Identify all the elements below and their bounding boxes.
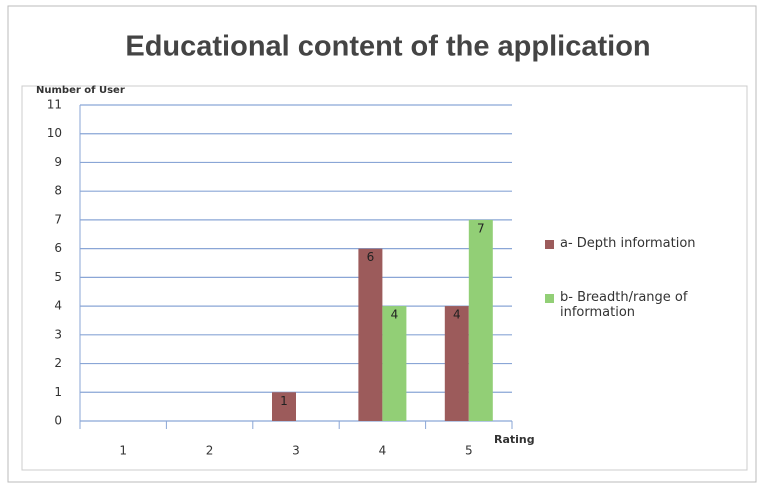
y-tick-label: 5 (54, 270, 62, 284)
data-label: 6 (367, 250, 375, 264)
data-label: 1 (280, 394, 288, 408)
y-tick-label: 2 (54, 356, 62, 370)
y-tick-label: 9 (54, 155, 62, 169)
legend-label: a- Depth information (560, 236, 696, 251)
y-tick-label: 6 (54, 241, 62, 255)
bar (272, 392, 296, 421)
x-tick-label: 4 (379, 444, 387, 458)
bar (468, 219, 493, 421)
legend-label: b- Breadth/range of information (560, 290, 688, 320)
y-tick-label: 11 (47, 98, 62, 112)
chart-title: Educational content of the application (125, 31, 650, 63)
y-tick-label: 10 (47, 126, 62, 140)
x-tick-label: 3 (292, 444, 300, 458)
data-label: 4 (391, 308, 399, 322)
y-tick-label: 8 (54, 184, 62, 198)
data-label: 4 (453, 308, 461, 322)
y-tick-label: 1 (54, 385, 62, 399)
data-label: 7 (477, 221, 485, 235)
y-tick-label: 0 (54, 414, 62, 428)
legend-swatch (545, 294, 554, 303)
y-tick-label: 4 (54, 299, 62, 313)
legend-item: a- Depth information (545, 236, 745, 251)
plot-frame (21, 85, 748, 471)
y-axis-label: Number of User (36, 85, 125, 96)
bar (444, 306, 469, 421)
y-tick-label: 3 (54, 327, 62, 341)
x-tick-label: 5 (465, 444, 473, 458)
x-axis-label: Rating (494, 433, 535, 446)
legend-item: b- Breadth/range of information (545, 290, 745, 320)
legend-swatch (545, 240, 554, 249)
x-tick-label: 1 (119, 444, 127, 458)
bar (382, 306, 407, 421)
frame (7, 5, 757, 483)
x-tick-label: 2 (206, 444, 214, 458)
bar (358, 248, 383, 421)
y-tick-label: 7 (54, 212, 62, 226)
